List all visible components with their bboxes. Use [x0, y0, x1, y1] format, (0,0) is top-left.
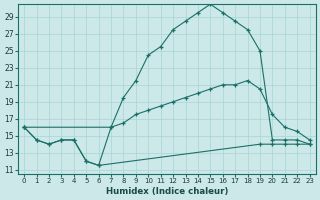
X-axis label: Humidex (Indice chaleur): Humidex (Indice chaleur) [106, 187, 228, 196]
